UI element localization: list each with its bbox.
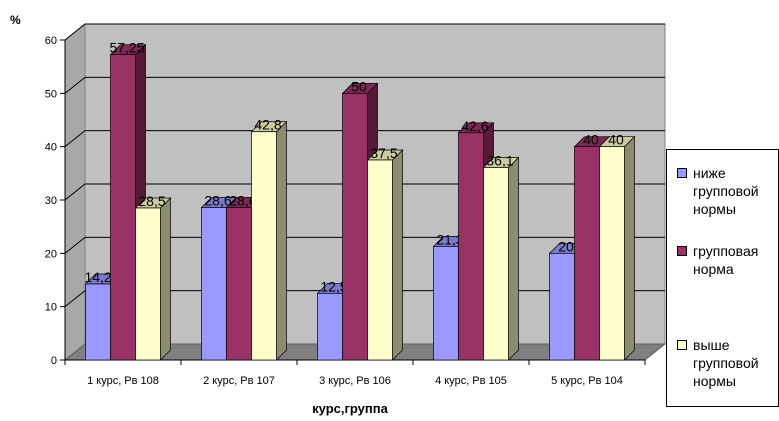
bar: [226, 207, 252, 361]
legend-label-below-norm: ниже групповой нормы: [693, 165, 759, 217]
y-tick-label: 20: [45, 248, 57, 260]
y-axis-title: %: [10, 13, 21, 27]
gridline-depth: [64, 236, 86, 254]
bar: [574, 146, 600, 361]
y-tick-label: 30: [45, 195, 57, 207]
data-label: 28,5: [138, 193, 165, 209]
bar-side: [392, 149, 403, 361]
bar: [110, 54, 136, 361]
y-tick-label: 50: [45, 88, 57, 100]
x-tick-label: 5 курс, Рв 104: [551, 375, 623, 387]
y-tick-label: 0: [51, 355, 57, 367]
y-tick-label: 10: [45, 302, 57, 314]
x-tick-label: 4 курс, Рв 105: [435, 375, 507, 387]
bar: [433, 246, 459, 361]
bar-side: [276, 120, 287, 361]
chart-legend: ниже групповой нормы групповая норма выш…: [666, 149, 779, 407]
bar: [367, 159, 393, 361]
legend-label-norm: групповая норма: [693, 243, 759, 277]
gridline-depth: [64, 76, 86, 94]
bar: [135, 207, 161, 361]
gridline-depth: [64, 183, 86, 201]
bar: [549, 252, 575, 361]
legend-label-above-norm: выше групповой нормы: [693, 337, 759, 389]
legend-swatch-below-norm: [677, 168, 687, 178]
data-label: 21,3: [436, 231, 463, 247]
bar-side: [160, 197, 171, 361]
bar: [85, 283, 111, 361]
legend-item-below-norm: ниже групповой нормы: [677, 164, 779, 218]
data-label: 36,1: [486, 152, 513, 168]
data-label: 20: [558, 238, 574, 254]
data-label: 40: [608, 132, 624, 148]
data-label: 42,6: [461, 118, 488, 134]
data-label: 57,25: [109, 40, 144, 56]
data-label: 40: [583, 132, 599, 148]
gridline-depth: [64, 23, 86, 41]
bar: [201, 207, 227, 361]
data-label: 12,5: [320, 278, 347, 294]
data-label: 28,6: [229, 192, 256, 208]
bar-side: [508, 156, 519, 361]
x-tick-label: 3 курс, Рв 106: [319, 375, 391, 387]
data-label: 28,6: [204, 192, 231, 208]
x-tick-label: 2 курс, Рв 107: [203, 375, 275, 387]
bar-side: [624, 135, 635, 361]
legend-item-norm: групповая норма: [677, 242, 779, 278]
bar: [458, 132, 484, 361]
legend-swatch-norm: [677, 246, 687, 256]
data-label: 50: [351, 78, 367, 94]
data-label: 42,8: [254, 117, 281, 133]
y-tick-label: 60: [45, 35, 57, 47]
data-label: 37,5: [370, 145, 397, 161]
bar: [342, 92, 368, 361]
x-tick-label: 1 курс, Рв 108: [87, 375, 159, 387]
legend-swatch-above-norm: [677, 340, 687, 350]
bar: [317, 292, 343, 361]
bar: [599, 146, 625, 361]
legend-item-above-norm: выше групповой нормы: [677, 336, 779, 390]
gridline-depth: [64, 290, 86, 308]
bar: [251, 131, 277, 361]
x-axis-title: курс,группа: [312, 401, 388, 416]
gridline-depth: [64, 130, 86, 148]
y-tick-label: 40: [45, 142, 57, 154]
bar: [483, 167, 509, 361]
